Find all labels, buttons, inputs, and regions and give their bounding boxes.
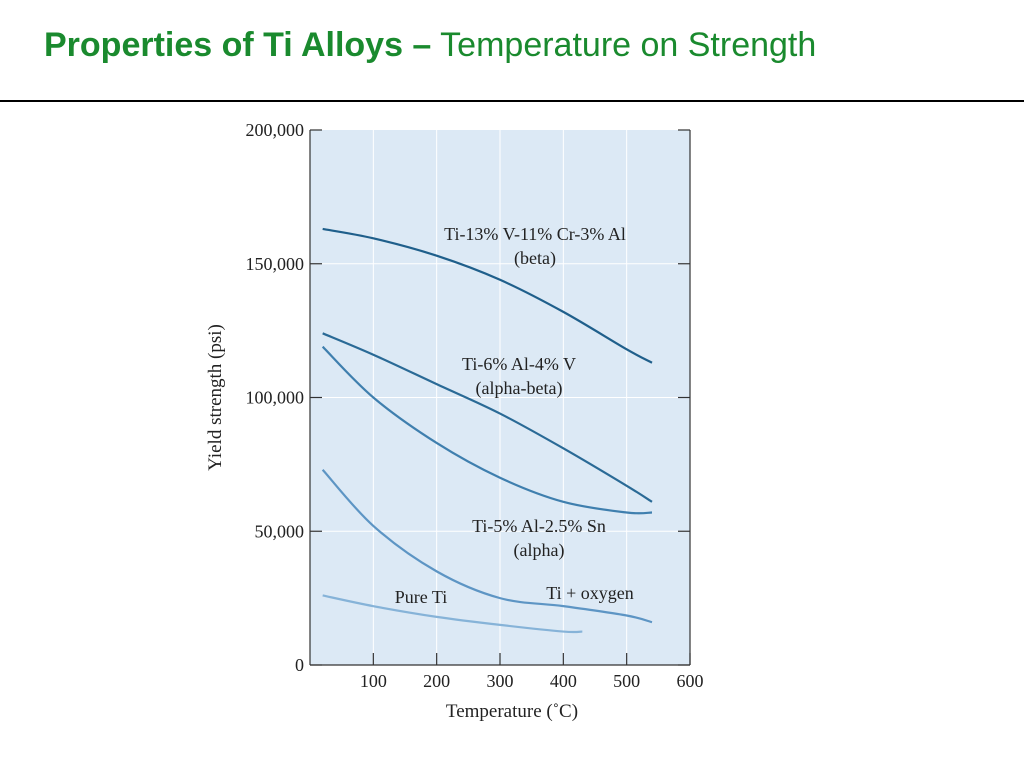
x-tick-label: 400 bbox=[550, 671, 577, 691]
axes: 0 50,000 100,000 150,000 200,000 100 200 300 400… bbox=[246, 120, 704, 691]
series-line bbox=[322, 594, 583, 634]
series-label: (alpha) bbox=[514, 540, 565, 561]
series-labels: Ti-13% V-11% Cr-3% Al (beta) Ti-6% Al-4% V… bbox=[395, 224, 634, 607]
series-line bbox=[321, 345, 653, 515]
series-label: (beta) bbox=[514, 248, 556, 269]
x-tick-label: 100 bbox=[360, 671, 387, 691]
y-tick-label: 100,000 bbox=[246, 388, 305, 408]
series-label: Ti-13% V-11% Cr-3% Al bbox=[444, 224, 626, 244]
series-label: (alpha-beta) bbox=[476, 378, 563, 399]
x-axis-title: Temperature (˚C) bbox=[446, 701, 578, 722]
slide-title-bold: Properties of Ti Alloys – bbox=[44, 26, 432, 64]
slide-title: Properties of Ti Alloys – Temperature on… bbox=[44, 26, 816, 65]
series-label: Ti + oxygen bbox=[546, 583, 634, 603]
series-label: Pure Ti bbox=[395, 587, 448, 607]
y-tick-label: 150,000 bbox=[246, 254, 305, 274]
series-lines bbox=[321, 227, 653, 634]
slide-title-rest: Temperature on Strength bbox=[431, 26, 817, 64]
x-tick-label: 500 bbox=[613, 671, 640, 691]
x-tick-label: 600 bbox=[677, 671, 704, 691]
y-tick-label: 50,000 bbox=[255, 521, 305, 541]
series-line bbox=[321, 468, 653, 624]
series-line bbox=[322, 227, 653, 364]
title-divider bbox=[0, 100, 1024, 102]
x-tick-label: 200 bbox=[423, 671, 450, 691]
y-tick-label: 0 bbox=[295, 655, 304, 675]
series-label: Ti-5% Al-2.5% Sn bbox=[472, 516, 606, 536]
y-axis-title: Yield strength (psi) bbox=[205, 324, 226, 471]
series-label: Ti-6% Al-4% V bbox=[462, 354, 576, 374]
y-tick-label: 200,000 bbox=[246, 120, 305, 140]
x-tick-label: 300 bbox=[487, 671, 514, 691]
series-line bbox=[322, 332, 653, 503]
